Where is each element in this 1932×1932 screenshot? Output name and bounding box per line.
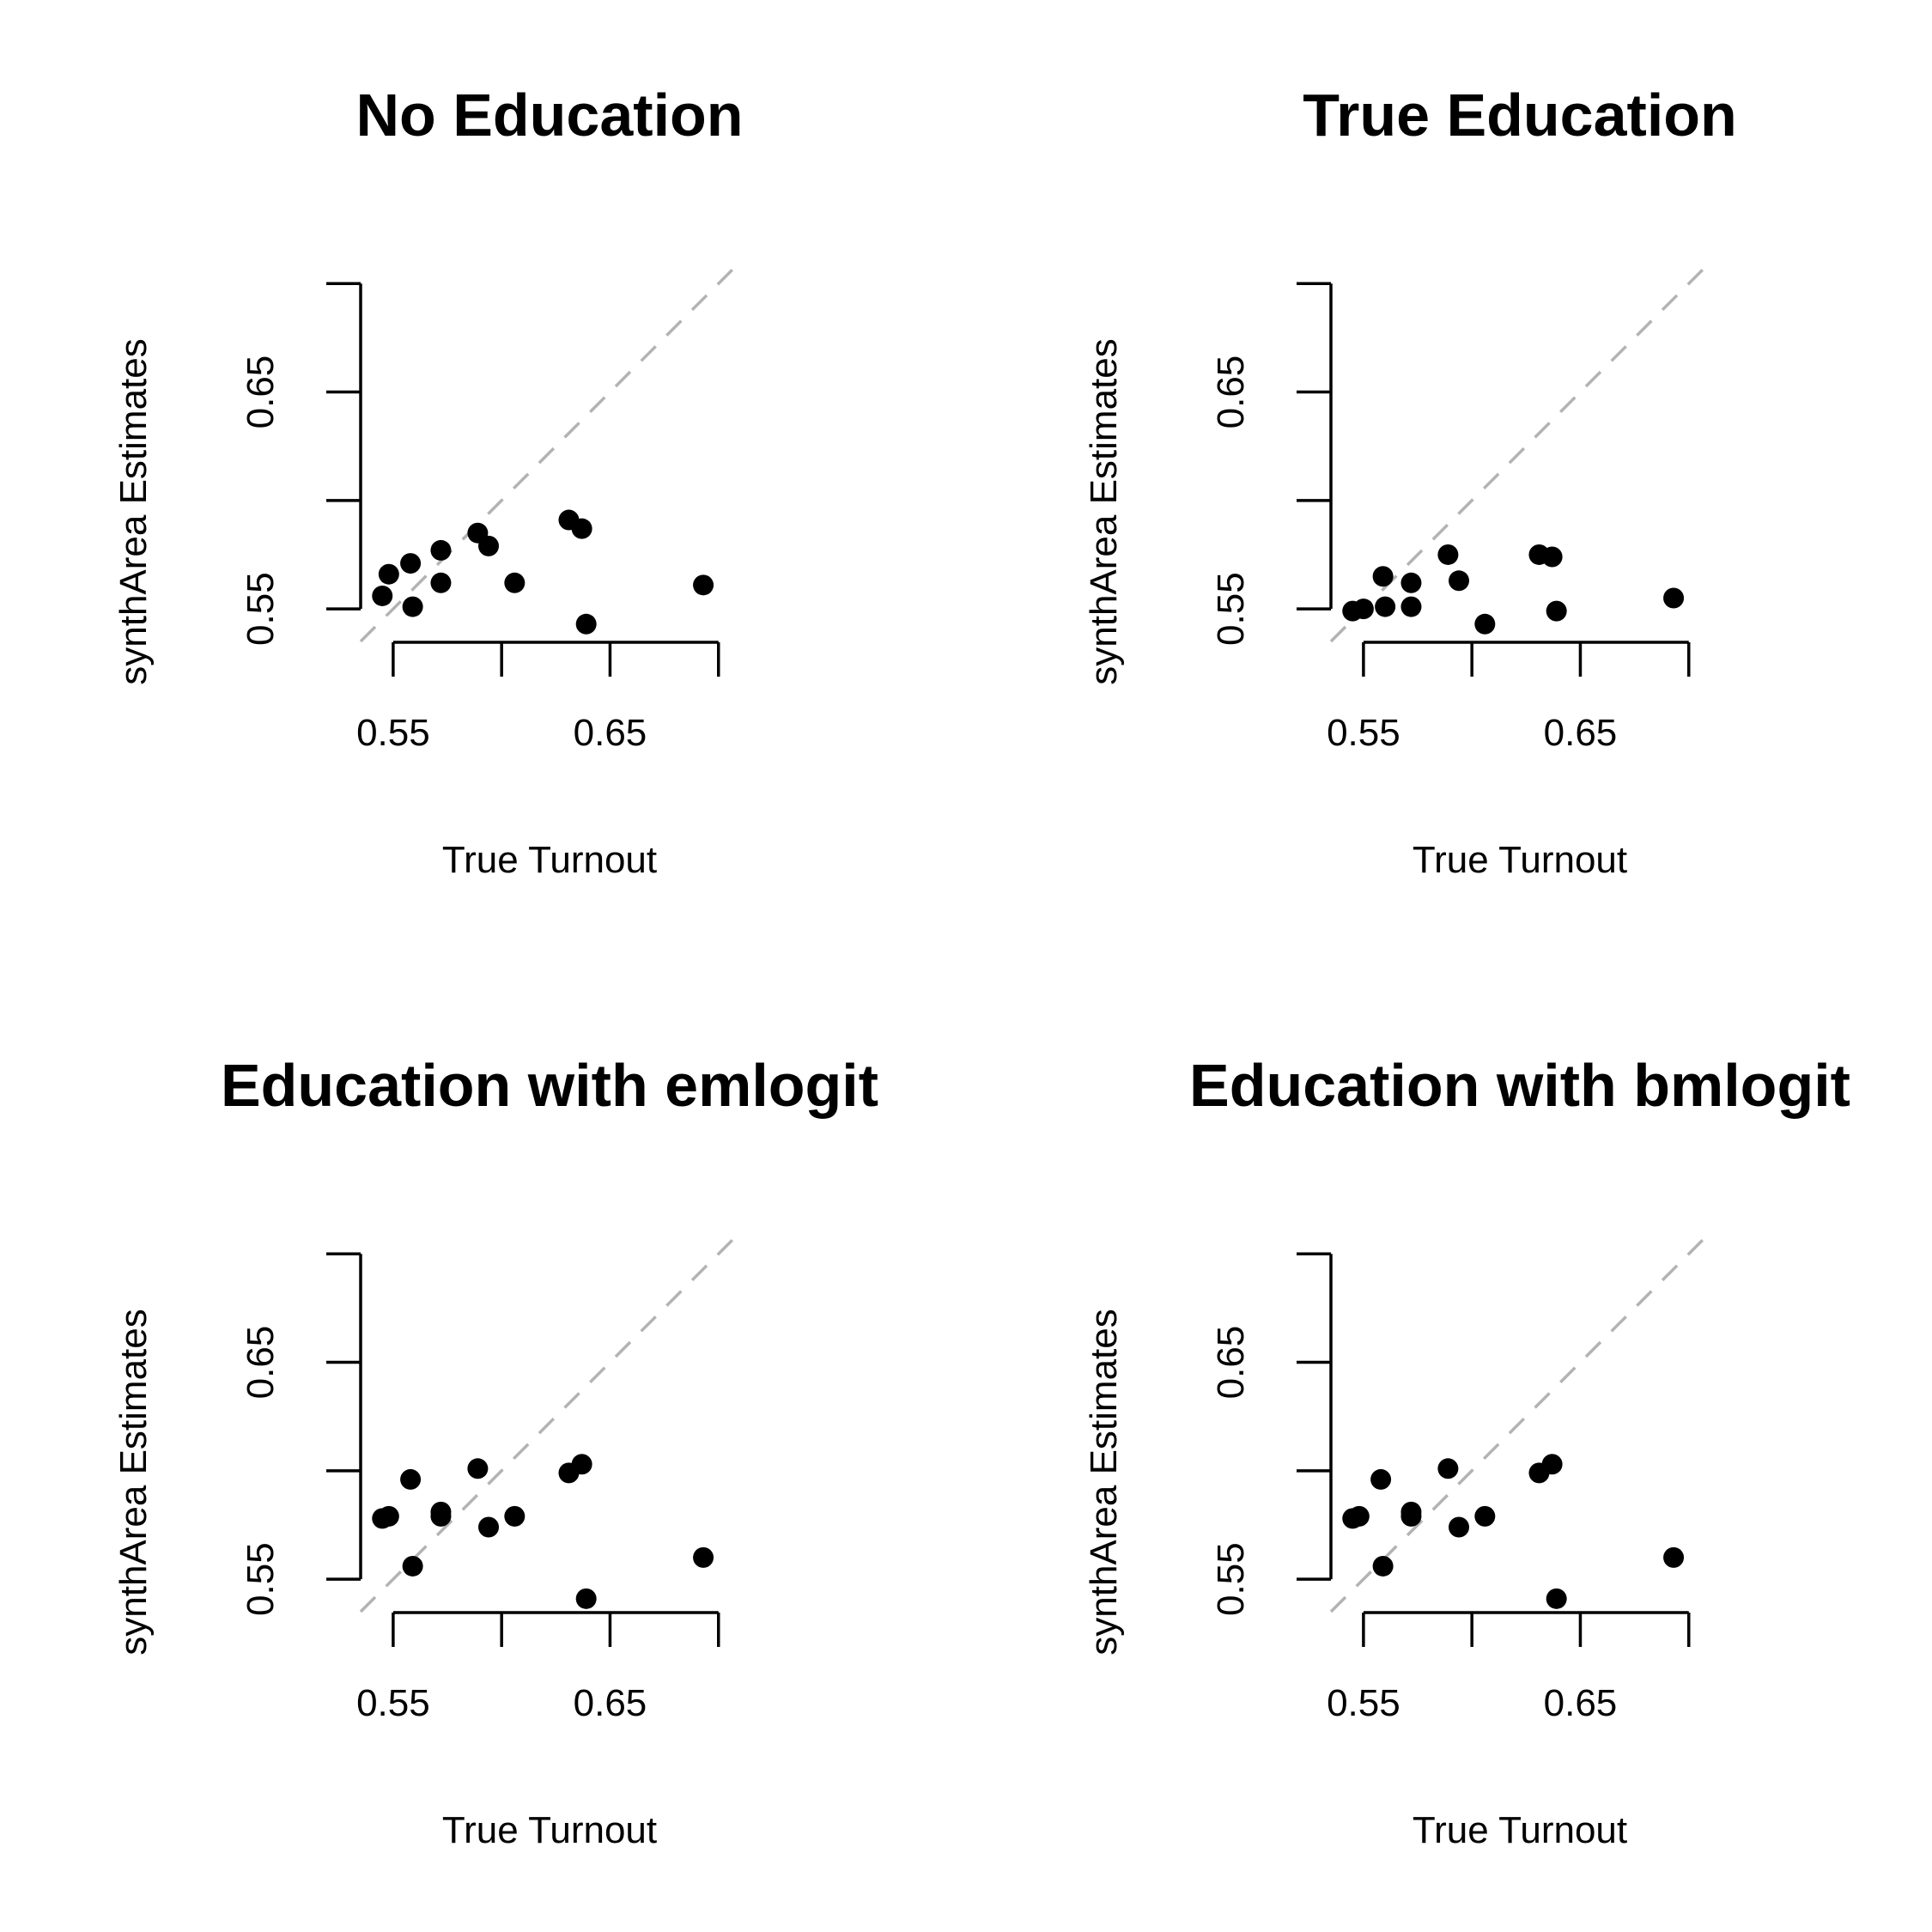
y-axis-label: synthArea Estimates bbox=[112, 338, 155, 685]
y-tick-label: 0.65 bbox=[240, 355, 282, 429]
panel-title: Education with emlogit bbox=[221, 1052, 878, 1119]
y-axis-label: synthArea Estimates bbox=[112, 1309, 155, 1656]
data-point bbox=[1370, 1468, 1392, 1490]
data-point bbox=[571, 1454, 592, 1475]
data-point bbox=[1352, 598, 1374, 620]
data-point bbox=[504, 572, 526, 593]
x-tick-label: 0.65 bbox=[574, 1682, 647, 1724]
data-point bbox=[1546, 1588, 1567, 1609]
y-tick-label: 0.65 bbox=[1210, 355, 1252, 429]
y-axis-label: synthArea Estimates bbox=[1083, 338, 1125, 685]
data-point bbox=[1541, 546, 1563, 568]
x-tick-label: 0.65 bbox=[1544, 712, 1618, 754]
panel-title: Education with bmlogit bbox=[1189, 1052, 1850, 1119]
y-tick-label: 0.65 bbox=[1210, 1326, 1252, 1400]
y-tick-label: 0.65 bbox=[240, 1326, 282, 1400]
data-point bbox=[1449, 570, 1470, 592]
reference-line bbox=[359, 260, 742, 643]
data-point bbox=[1375, 596, 1396, 617]
data-point bbox=[1541, 1454, 1563, 1475]
reference-line bbox=[1329, 1230, 1712, 1613]
data-point bbox=[1663, 587, 1685, 609]
panel-2: True Education 0.55 0.65 0.55 0.65 True Turno… bbox=[1083, 82, 1737, 881]
data-point bbox=[1663, 1546, 1685, 1568]
y-tick-label: 0.55 bbox=[240, 1542, 282, 1616]
data-point bbox=[378, 1505, 399, 1527]
panel-title: No Education bbox=[355, 82, 743, 149]
data-point bbox=[1400, 596, 1422, 617]
data-point bbox=[1372, 1555, 1394, 1577]
x-tick-label: 0.55 bbox=[1327, 1682, 1400, 1724]
y-tick-label: 0.55 bbox=[1210, 572, 1252, 646]
data-point bbox=[575, 613, 597, 635]
x-axis-label: True Turnout bbox=[1413, 1809, 1627, 1851]
data-point bbox=[1437, 1458, 1459, 1479]
data-point bbox=[1400, 1501, 1422, 1522]
x-tick-label: 0.65 bbox=[1544, 1682, 1618, 1724]
data-point bbox=[430, 572, 452, 593]
reference-line bbox=[1329, 260, 1712, 643]
y-tick-label: 0.55 bbox=[1210, 1542, 1252, 1616]
data-point bbox=[1474, 613, 1496, 635]
data-point bbox=[430, 539, 452, 561]
data-point bbox=[1546, 600, 1567, 622]
data-point bbox=[1474, 1505, 1496, 1527]
x-tick-label: 0.55 bbox=[356, 712, 430, 754]
data-point bbox=[693, 574, 714, 596]
panel-1: No Education 0.55 0.65 0.55 0.65 True Turnout… bbox=[112, 82, 744, 881]
data-point bbox=[575, 1588, 597, 1609]
data-point bbox=[402, 596, 423, 617]
x-tick-label: 0.55 bbox=[1327, 712, 1400, 754]
x-axis-label: True Turnout bbox=[442, 839, 657, 881]
data-point bbox=[1372, 566, 1394, 587]
panel-4: Education with bmlogit 0.55 0.65 0.55 0.65 Tr… bbox=[1083, 1052, 1850, 1851]
reference-line bbox=[359, 1230, 742, 1613]
data-point bbox=[1348, 1505, 1370, 1527]
data-point bbox=[571, 518, 592, 539]
data-point bbox=[378, 563, 399, 585]
data-point bbox=[504, 1505, 526, 1527]
data-point bbox=[372, 585, 393, 606]
data-point bbox=[400, 553, 422, 574]
y-tick-label: 0.55 bbox=[240, 572, 282, 646]
data-point bbox=[402, 1555, 423, 1577]
data-point bbox=[1400, 572, 1422, 593]
data-point bbox=[1437, 544, 1459, 565]
data-point bbox=[430, 1501, 452, 1522]
x-axis-label: True Turnout bbox=[442, 1809, 657, 1851]
x-axis-label: True Turnout bbox=[1413, 839, 1627, 881]
data-point bbox=[478, 1516, 500, 1538]
data-point bbox=[478, 535, 500, 556]
x-tick-label: 0.55 bbox=[356, 1682, 430, 1724]
y-axis-label: synthArea Estimates bbox=[1083, 1309, 1125, 1656]
panel-title: True Education bbox=[1303, 82, 1737, 149]
x-tick-label: 0.65 bbox=[574, 712, 647, 754]
data-point bbox=[1449, 1516, 1470, 1538]
data-point bbox=[400, 1468, 422, 1490]
data-point bbox=[693, 1546, 714, 1568]
data-point bbox=[467, 1458, 489, 1479]
panel-3: Education with emlogit 0.55 0.65 0.55 0.65 Tr… bbox=[112, 1052, 878, 1851]
